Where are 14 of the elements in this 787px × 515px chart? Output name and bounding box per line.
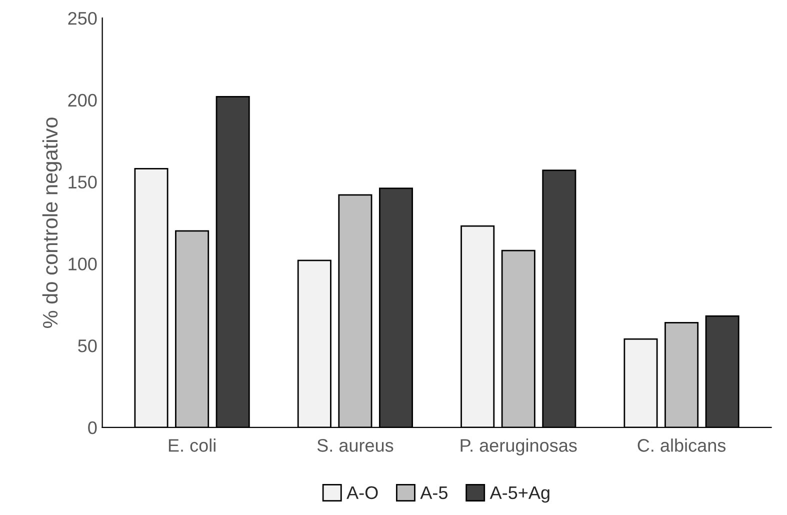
y-tick-label: 200 xyxy=(68,94,97,107)
y-tick-label: 100 xyxy=(68,258,97,270)
y-axis-title: % do controle negativo xyxy=(42,118,62,328)
x-tick-label: S. aureus xyxy=(317,439,394,452)
y-tick-label: 0 xyxy=(88,421,97,434)
y-tick-label: 50 xyxy=(78,340,97,352)
x-tick-label: E. coli xyxy=(168,438,216,452)
y-tick-label: 250 xyxy=(68,12,97,25)
x-tick-label: C. albicans xyxy=(638,438,726,452)
x-tick-label: P. aeruginosas xyxy=(460,438,577,456)
legend-label: A-O xyxy=(346,486,378,500)
y-tick-label: 150 xyxy=(68,176,97,189)
legend-label: A-5+Ag xyxy=(490,486,550,503)
legend-label: A-5 xyxy=(420,486,448,500)
